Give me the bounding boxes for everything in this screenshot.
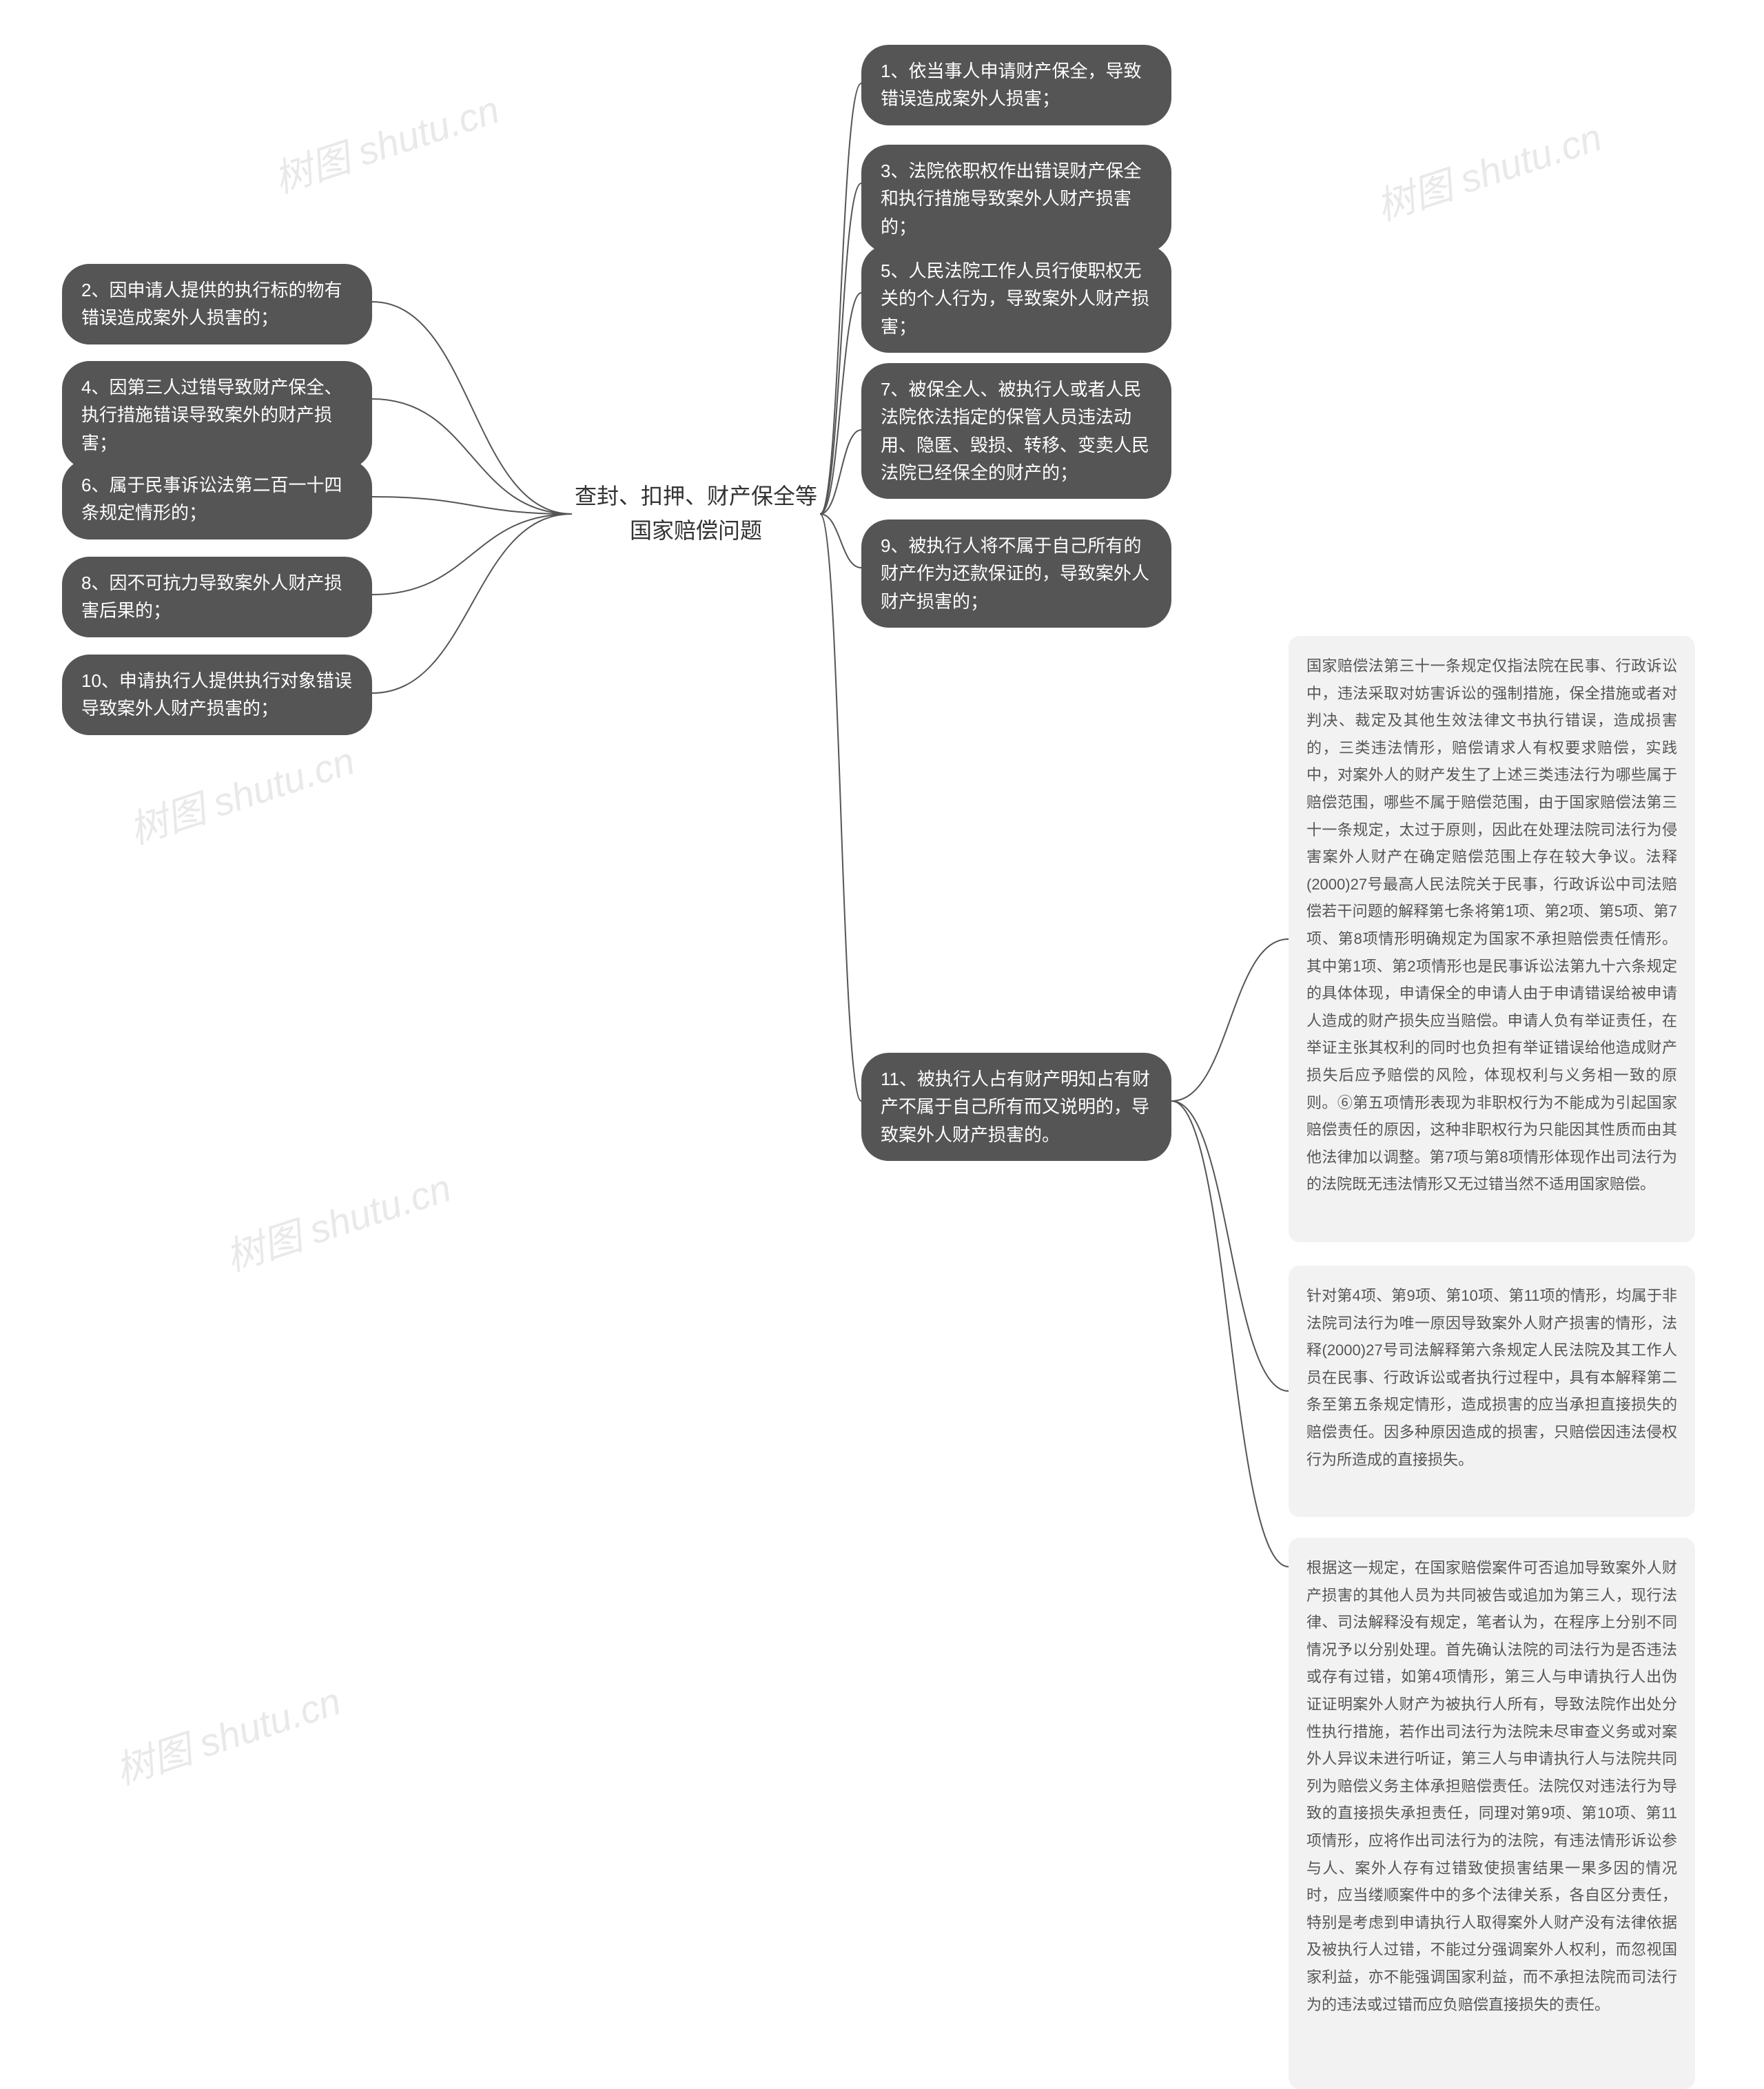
node-l3: 6、属于民事诉讼法第二百一十四条规定情形的； bbox=[62, 459, 372, 539]
note-n2: 针对第4项、第9项、第10项、第11项的情形，均属于非法院司法行为唯一原因导致案… bbox=[1289, 1266, 1695, 1517]
node-r3: 5、人民法院工作人员行使职权无关的个人行为，导致案外人财产损害； bbox=[861, 245, 1171, 353]
watermark: 树图 shutu.cn bbox=[107, 1671, 347, 1796]
note-n1: 国家赔偿法第三十一条规定仅指法院在民事、行政诉讼中，违法采取对妨害诉讼的强制措施… bbox=[1289, 636, 1695, 1242]
node-r4: 7、被保全人、被执行人或者人民法院依法指定的保管人员违法动用、隐匿、毁损、转移、… bbox=[861, 363, 1171, 499]
node-l5: 10、申请执行人提供执行对象错误导致案外人财产损害的； bbox=[62, 655, 372, 735]
node-l2: 4、因第三人过错导致财产保全、执行措施错误导致案外的财产损害； bbox=[62, 361, 372, 469]
node-r1: 1、依当事人申请财产保全，导致错误造成案外人损害； bbox=[861, 45, 1171, 125]
center-node: 查封、扣押、财产保全等国家赔偿问题 bbox=[572, 480, 820, 548]
node-r5: 9、被执行人将不属于自己所有的财产作为还款保证的，导致案外人财产损害的； bbox=[861, 519, 1171, 628]
watermark: 树图 shutu.cn bbox=[266, 79, 506, 205]
watermark: 树图 shutu.cn bbox=[1368, 107, 1608, 232]
watermark: 树图 shutu.cn bbox=[218, 1157, 458, 1283]
note-n3: 根据这一规定，在国家赔偿案件可否追加导致案外人财产损害的其他人员为共同被告或追加… bbox=[1289, 1538, 1695, 2089]
watermark: 树图 shutu.cn bbox=[121, 730, 361, 856]
node-l1: 2、因申请人提供的执行标的物有错误造成案外人损害的； bbox=[62, 264, 372, 344]
node-r2: 3、法院依职权作出错误财产保全和执行措施导致案外人财产损害的； bbox=[861, 145, 1171, 253]
node-l4: 8、因不可抗力导致案外人财产损害后果的； bbox=[62, 557, 372, 637]
node-r6: 11、被执行人占有财产明知占有财产不属于自己所有而又说明的，导致案外人财产损害的… bbox=[861, 1053, 1171, 1161]
